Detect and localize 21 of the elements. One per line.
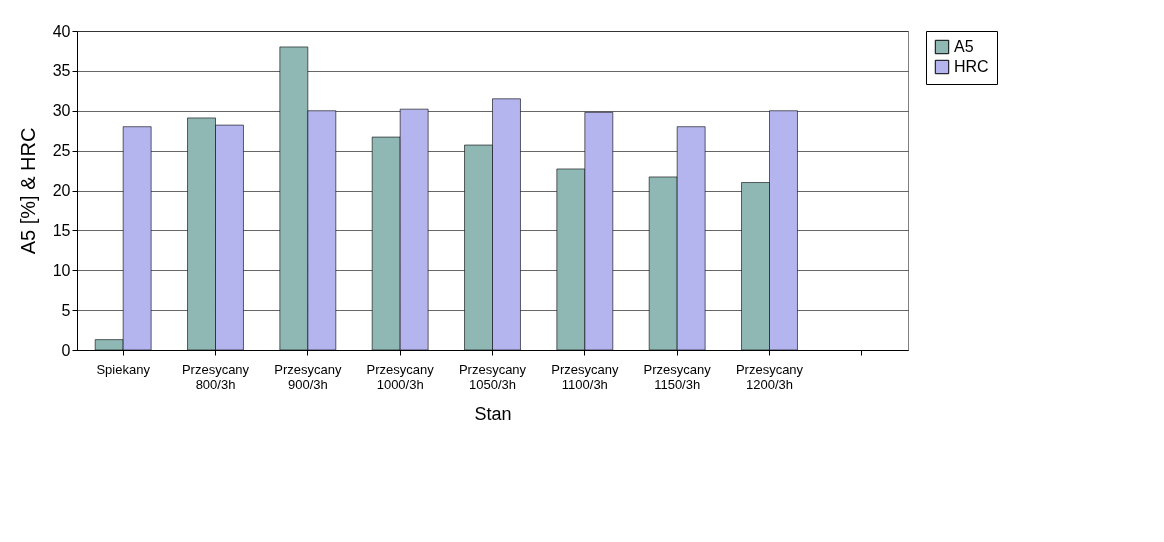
x-tick-label: Przesycany 1100/3h bbox=[551, 361, 619, 392]
y-tick-label: 25 bbox=[52, 142, 71, 160]
x-tick-label: Przesycany 800/3h bbox=[181, 361, 250, 392]
y-tick-label: 40 bbox=[52, 22, 71, 40]
y-axis-title: A5 [%] & HRC bbox=[16, 127, 39, 255]
y-tick-label: 35 bbox=[52, 62, 71, 80]
x-tick-label: Przesycany 900/3h bbox=[274, 361, 342, 392]
x-tick-label: Spiekany bbox=[96, 361, 151, 377]
y-tick-label: 5 bbox=[61, 301, 71, 319]
legend-label: A5 bbox=[954, 38, 974, 55]
y-tick-label: 15 bbox=[52, 221, 71, 239]
y-tick-label: 10 bbox=[52, 261, 71, 279]
y-tick-label: 30 bbox=[52, 102, 71, 120]
x-tick-label: Przesycany 1200/3h bbox=[735, 361, 804, 392]
x-tick-label: Przesycany 1050/3h bbox=[458, 361, 527, 392]
x-tick-label: Przesycany 1150/3h bbox=[643, 361, 712, 392]
x-tick-label: Przesycany 1000/3h bbox=[366, 361, 435, 392]
y-tick-label: 20 bbox=[52, 182, 71, 199]
y-tick-label: 0 bbox=[61, 341, 71, 359]
x-axis-title: Stan bbox=[474, 403, 512, 424]
legend-label: HRC bbox=[954, 58, 989, 75]
